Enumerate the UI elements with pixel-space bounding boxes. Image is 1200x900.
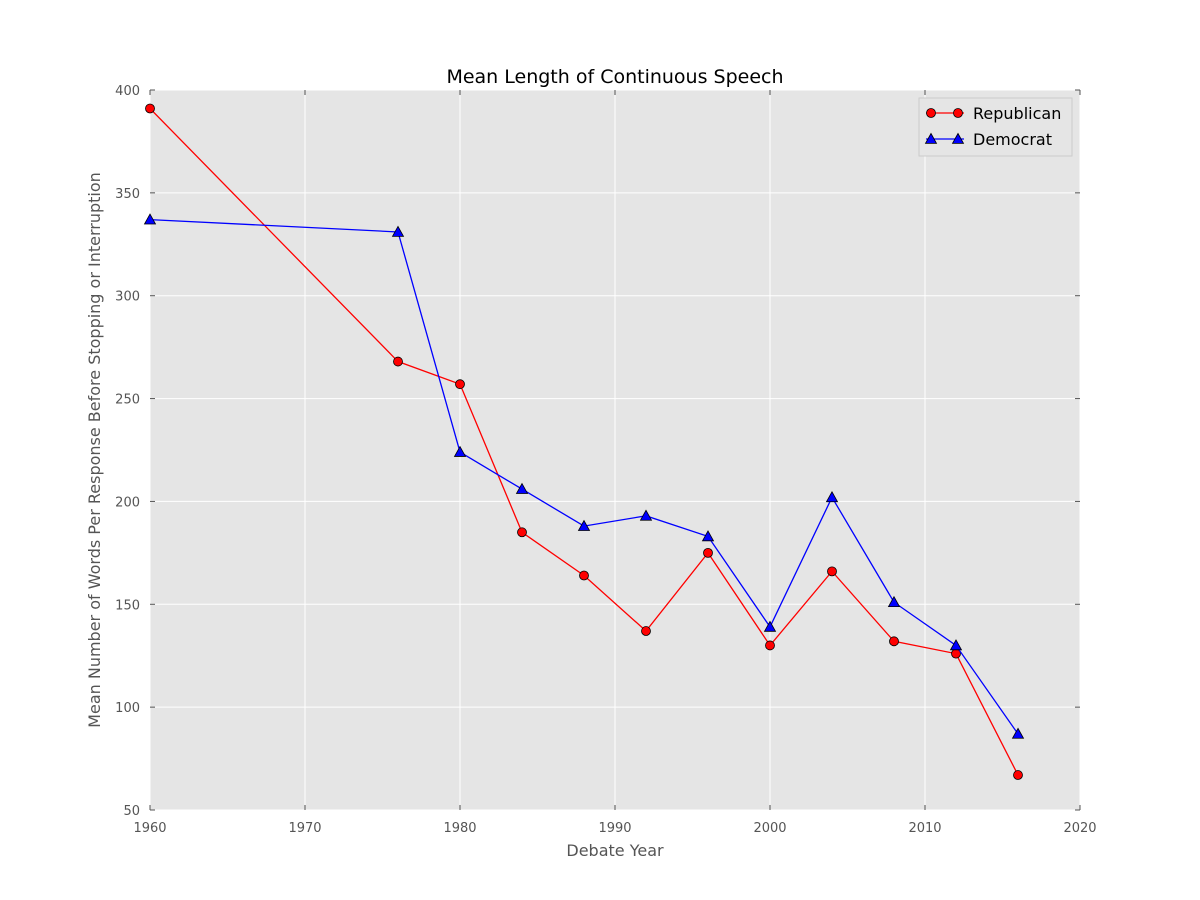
democrat-point [143, 213, 157, 225]
democrat-series [143, 213, 1025, 739]
x-tick-label: 2000 [753, 821, 786, 836]
legend: Republican Democrat [918, 97, 1073, 157]
legend-marker [953, 108, 963, 118]
legend-label: Democrat [973, 130, 1052, 149]
y-tick-label: 300 [115, 290, 140, 305]
republican-point [579, 570, 589, 581]
y-tick-label: 350 [115, 187, 140, 202]
y-tick-label: 250 [115, 393, 140, 408]
republican-point [641, 626, 651, 636]
x-tick-label: 2010 [908, 821, 941, 836]
x-tick-label: 1980 [443, 821, 476, 836]
republican-series [145, 103, 1023, 780]
republican-point [455, 379, 465, 390]
y-tick-label: 400 [115, 84, 140, 99]
y-axis-label: Mean Number of Words Per Response Before… [85, 172, 104, 728]
legend-marker [926, 108, 936, 118]
democrat-point [763, 620, 777, 632]
x-tick-label: 2020 [1063, 821, 1096, 836]
democrat-line [149, 218, 1019, 735]
y-tick-label: 50 [123, 804, 140, 819]
democrat-point [639, 509, 653, 521]
x-tick-label: 1970 [288, 821, 321, 836]
y-tick-label: 200 [115, 495, 140, 510]
legend-box [918, 97, 1073, 157]
republican-point [765, 640, 775, 651]
democrat-point [949, 639, 963, 651]
democrat-point [887, 595, 901, 608]
republican-point [145, 103, 155, 114]
x-tick-label: 1990 [598, 821, 631, 836]
x-axis-label: Debate Year [566, 841, 664, 860]
republican-point [393, 356, 403, 367]
series-layer [143, 103, 1025, 780]
democrat-point [1011, 727, 1025, 739]
x-tick-label: 1960 [133, 821, 166, 836]
legend-marker [951, 132, 965, 144]
democrat-point [577, 519, 591, 531]
y-tick-label: 100 [115, 701, 140, 716]
republican-line [149, 108, 1019, 776]
republican-point [827, 566, 837, 577]
legend-marker [924, 132, 938, 144]
legend-item-republican: Republican [926, 104, 1061, 123]
democrat-point [391, 225, 405, 237]
republican-point [889, 636, 899, 647]
legend-item-democrat: Democrat [924, 130, 1052, 149]
chart-title: Mean Length of Continuous Speech [446, 66, 783, 88]
democrat-point [825, 490, 839, 503]
axis-ticks: 1960 1970 1980 1990 2000 2010 2020 50 100 150 200 2… [115, 84, 1096, 836]
y-tick-label: 150 [115, 598, 140, 613]
democrat-point [701, 530, 715, 542]
republican-point [703, 547, 713, 558]
republican-point [1013, 770, 1023, 780]
democrat-point [515, 482, 529, 494]
republican-point [517, 527, 527, 538]
democrat-point [453, 445, 467, 457]
legend-label: Republican [973, 104, 1061, 123]
